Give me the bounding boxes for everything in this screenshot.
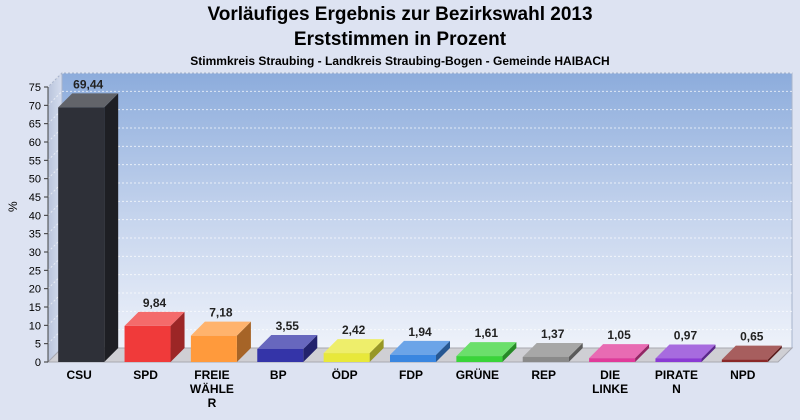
bar-side	[568, 342, 583, 362]
bar	[124, 325, 171, 362]
x-tick-label: SPD	[133, 368, 158, 382]
bar	[456, 356, 503, 362]
x-tick-label-line: GRÜNE	[456, 367, 499, 382]
x-tick-label: DIE LINKE	[592, 368, 628, 396]
chart-title: Vorläufiges Ergebnis zur Bezirkswahl 201…	[207, 4, 593, 25]
bar	[522, 356, 569, 362]
y-tick-label: 0	[35, 357, 41, 369]
bar-side	[502, 342, 517, 362]
data-label: 0,97	[674, 328, 698, 342]
y-tick-label: 25	[29, 265, 41, 277]
x-tick-label: BP	[270, 368, 287, 382]
x-tick-label: ÖDP	[332, 367, 358, 382]
x-tick-label-line: NPD	[730, 368, 756, 382]
bar-side	[635, 344, 650, 362]
bar	[589, 358, 636, 362]
x-tick-label: NPD	[730, 368, 756, 382]
x-tick-label-line: N	[672, 382, 681, 396]
data-label: 1,05	[607, 328, 631, 342]
data-label: 2,42	[342, 323, 366, 337]
x-tick-label: PIRATE N	[655, 368, 698, 396]
x-tick-label-line: FREIE	[194, 368, 229, 382]
x-tick-label-line: LINKE	[592, 382, 628, 396]
data-label: 0,65	[740, 330, 764, 344]
data-label: 69,44	[73, 77, 103, 91]
x-tick-label-line: SPD	[133, 368, 158, 382]
bar-side	[170, 311, 185, 362]
y-tick-label: 45	[29, 192, 41, 204]
bar-top	[655, 344, 716, 359]
y-tick-label: 75	[29, 82, 41, 94]
chart-region-subtitle: Stimmkreis Straubing - Landkreis Straubi…	[190, 54, 610, 68]
plot-background	[61, 72, 793, 349]
x-tick-label-line: BP	[270, 368, 287, 382]
x-tick-label-line: REP	[531, 368, 556, 382]
y-tick-label: 55	[29, 155, 41, 167]
bar-side	[369, 339, 384, 362]
data-label: 3,55	[276, 319, 300, 333]
bar	[390, 354, 436, 362]
y-tick-label: 60	[29, 137, 41, 149]
x-tick-label-line: R	[208, 396, 217, 410]
x-tick-label-line: FDP	[399, 368, 423, 382]
bar	[58, 107, 105, 363]
x-tick-label: FREIE WÄHLE R	[190, 368, 234, 410]
bar-top	[58, 93, 119, 108]
x-tick-label: CSU	[67, 368, 92, 382]
bar-side	[236, 321, 251, 362]
y-tick-label: 65	[29, 119, 41, 131]
bar-side	[303, 334, 318, 362]
bar-top	[124, 311, 185, 326]
x-tick-label: GRÜNE	[456, 367, 499, 382]
x-tick-label-line: ÖDP	[332, 367, 358, 382]
bar-side	[436, 340, 450, 362]
y-tick-label: 15	[29, 302, 41, 314]
bar-top	[257, 334, 318, 349]
y-tick-label: 10	[29, 320, 41, 332]
bar-top	[323, 339, 384, 354]
bar-top	[190, 321, 251, 336]
grid-line	[47, 72, 63, 88]
data-label: 1,94	[408, 325, 432, 339]
y-tick-label: 50	[29, 174, 41, 186]
bar	[323, 353, 370, 362]
data-label: 7,18	[209, 306, 233, 320]
y-tick-label: 30	[29, 247, 41, 259]
x-tick-label-line: DIE	[600, 368, 620, 382]
y-tick-label: 35	[29, 229, 41, 241]
bar	[257, 348, 304, 362]
data-label: 1,37	[541, 327, 565, 341]
y-tick-label: 40	[29, 210, 41, 222]
x-tick-label: FDP	[399, 368, 423, 382]
chart-subtitle: Erststimmen in Prozent	[293, 29, 507, 50]
data-label: 9,84	[143, 296, 167, 310]
x-tick-label: REP	[531, 368, 556, 382]
bar	[190, 335, 237, 362]
bar-side	[104, 93, 119, 363]
y-tick-label: 20	[29, 284, 41, 296]
bar	[721, 359, 768, 362]
x-tick-label-line: WÄHLE	[190, 381, 234, 396]
bar-top	[456, 342, 517, 357]
bar-top	[390, 340, 450, 355]
bar	[655, 358, 702, 362]
grid-line	[47, 90, 63, 106]
bar-top	[589, 344, 650, 359]
bar-side	[767, 345, 782, 362]
data-label: 1,61	[475, 326, 499, 340]
y-tick-label: 70	[29, 100, 41, 112]
bar-top	[721, 345, 782, 360]
x-tick-label-line: CSU	[67, 368, 92, 382]
bar-side	[701, 344, 716, 362]
y-tick-label: 5	[35, 339, 41, 351]
x-tick-label-line: PIRATE	[655, 368, 698, 382]
bar-top	[522, 342, 583, 357]
